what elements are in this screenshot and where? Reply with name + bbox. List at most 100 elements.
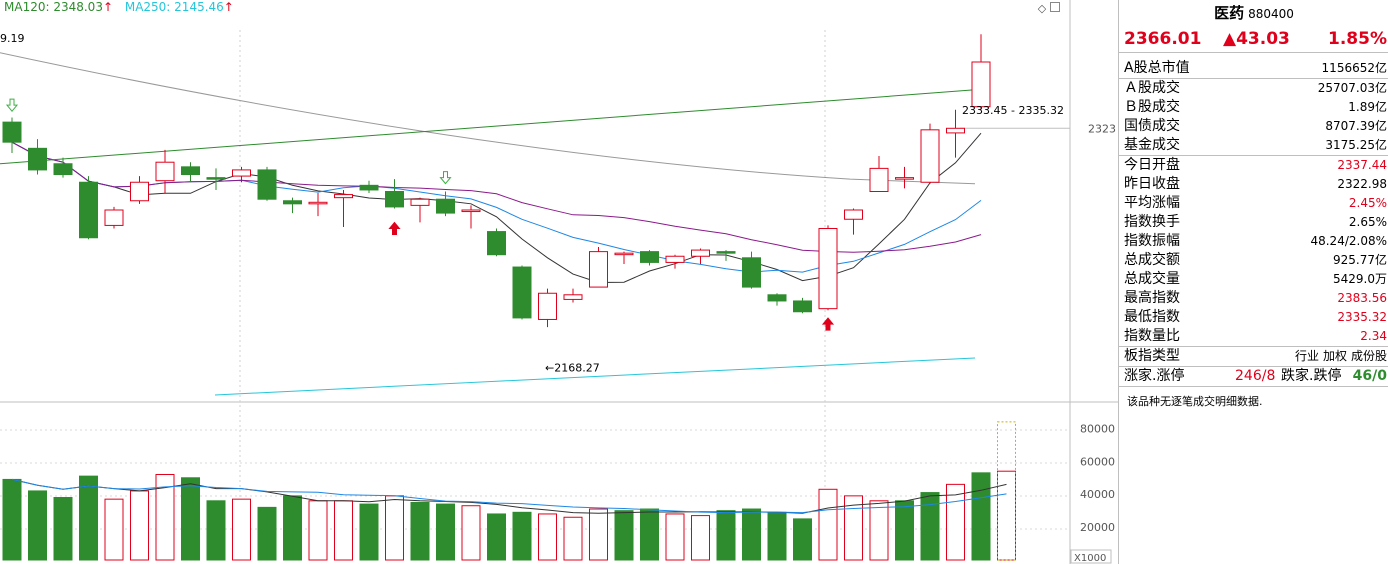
candle-body <box>79 181 98 239</box>
volume-bar <box>79 475 98 561</box>
stat-row: 基金成交 3175.25亿 <box>1119 136 1388 155</box>
volume-bar <box>614 510 634 561</box>
candle <box>461 205 481 229</box>
option-constituents[interactable]: 成份股 <box>1350 349 1387 363</box>
limit-down-value: 46/0 <box>1352 368 1387 384</box>
option-weighted[interactable]: 加权 <box>1322 349 1347 363</box>
price-axis-label: 2323 <box>1088 122 1116 135</box>
detail-row: 最高指数 2383.56 <box>1119 289 1388 308</box>
volume-bar <box>716 510 736 561</box>
candle <box>895 166 914 189</box>
candle-body <box>28 147 47 171</box>
candle-body <box>793 300 812 313</box>
current-bar-highlight <box>997 421 1016 561</box>
candle-body <box>487 231 506 256</box>
candle-body <box>512 266 532 319</box>
candle <box>104 206 124 229</box>
volume-bar <box>742 508 761 561</box>
stat-row: Ｂ股成交 1.89亿 <box>1119 98 1388 117</box>
quote-panel: 医药 880400 2366.01 ▲43.03 1.85% A股总市值 1156… <box>1118 0 1388 564</box>
volume-bar <box>640 508 659 561</box>
index-price: 2366.01 <box>1124 29 1202 49</box>
volume-bar <box>2 478 22 561</box>
detail-label: 最高指数 <box>1124 290 1180 306</box>
candle-body <box>971 61 991 108</box>
index-details: 今日开盘 2337.44 昨日收盘 2322.98 平均涨幅 2.45% 指数换手 2.65%… <box>1119 156 1388 347</box>
candle <box>53 157 73 178</box>
candle <box>742 251 761 289</box>
candle <box>410 197 430 223</box>
volume-bar <box>257 506 277 561</box>
high-price-label: 2333.45 - 2335.32 <box>962 104 1064 117</box>
index-change: ▲43.03 <box>1223 29 1290 49</box>
stat-row: 国债成交 8707.39亿 <box>1119 117 1388 136</box>
detail-row: 今日开盘 2337.44 <box>1119 156 1388 175</box>
candle-body <box>818 228 838 310</box>
stat-label: 基金成交 <box>1124 137 1180 153</box>
candle <box>512 265 532 320</box>
market-cap-row: A股总市值 1156652亿 <box>1119 59 1388 79</box>
candle-body <box>436 198 455 214</box>
volume-bar <box>563 516 583 561</box>
diamond-icon[interactable]: ◇ <box>1037 2 1047 15</box>
detail-row: 指数换手 2.65% <box>1119 213 1388 232</box>
volume-bar <box>589 508 608 561</box>
candle <box>818 225 838 311</box>
detail-label: 指数量比 <box>1124 328 1180 344</box>
kline-chart-area[interactable]: 2323 2333.45 - 2335.32 ←2168.27 9.19 80000 60… <box>0 0 1118 564</box>
stat-value: 8707.39亿 <box>1325 119 1387 133</box>
candle-body <box>844 209 863 220</box>
candle-body <box>181 166 200 176</box>
candle-body <box>589 251 608 288</box>
candle-body <box>257 169 277 200</box>
ma120-legend: MA120: 2348.03↑ <box>4 0 113 14</box>
candle-body <box>385 191 404 208</box>
candle <box>206 168 226 190</box>
detail-row: 总成交额 925.77亿 <box>1119 251 1388 270</box>
detail-value: 2.34 <box>1360 329 1387 343</box>
advance-decline-row: 涨家.涨停 246/8 跌家.跌停 46/0 <box>1119 367 1388 387</box>
volume-bar <box>461 505 481 561</box>
detail-label: 总成交额 <box>1124 252 1180 268</box>
volume-bar <box>869 500 889 561</box>
detail-value: 5429.0万 <box>1333 272 1387 286</box>
window-icon[interactable] <box>1050 2 1060 12</box>
turnover-stats: Ａ股成交 25707.03亿 Ｂ股成交 1.89亿 国债成交 8707.39亿 基金成交 31… <box>1119 79 1388 156</box>
volume-bar <box>512 511 532 561</box>
volume-axis-tick: 20000 <box>1080 521 1115 534</box>
volume-axis-tick: 60000 <box>1080 455 1115 468</box>
candle <box>538 288 557 328</box>
candle <box>767 293 787 306</box>
detail-label: 最低指数 <box>1124 309 1180 325</box>
candle <box>844 208 863 235</box>
kline-chart[interactable]: 2323 2333.45 - 2335.32 ←2168.27 9.19 80000 60… <box>0 0 1118 564</box>
candle-body <box>130 181 149 202</box>
index-type-row: 板指类型 行业 加权 成份股 <box>1119 347 1388 367</box>
candle <box>2 117 22 153</box>
volume-bar <box>308 500 328 561</box>
candle-body <box>665 255 685 263</box>
candle <box>28 139 47 175</box>
detail-label: 总成交量 <box>1124 271 1180 287</box>
detail-label: 指数振幅 <box>1124 233 1180 249</box>
candle-body <box>895 177 914 180</box>
volume-bar <box>385 495 404 561</box>
candle <box>665 254 685 269</box>
ma250-legend: MA250: 2145.46↑ <box>125 0 234 14</box>
option-industry[interactable]: 行业 <box>1294 349 1319 363</box>
candle <box>436 191 455 217</box>
candle-body <box>461 209 481 213</box>
candle-body <box>308 201 328 205</box>
candle <box>563 288 583 303</box>
detail-value: 2.65% <box>1348 215 1387 229</box>
candle-body <box>283 200 302 205</box>
volume-bar <box>920 492 940 561</box>
volume-ma5-line <box>11 478 1007 514</box>
limit-up-label: 涨家.涨停 <box>1124 368 1185 384</box>
detail-row: 昨日收盘 2322.98 <box>1119 175 1388 194</box>
stat-value: 1.89亿 <box>1348 100 1387 114</box>
candle <box>130 176 149 204</box>
quote-row: 2366.01 ▲43.03 1.85% <box>1119 26 1388 53</box>
index-code: 880400 <box>1248 7 1294 21</box>
detail-value: 2335.32 <box>1337 310 1387 324</box>
